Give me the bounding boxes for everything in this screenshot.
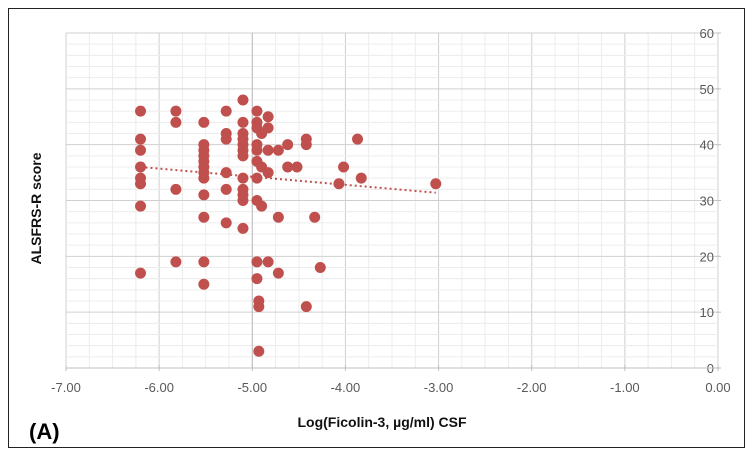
panel-label: (A) xyxy=(29,419,60,444)
data-point xyxy=(338,161,350,173)
y-tick-label: 40 xyxy=(700,138,714,153)
data-point xyxy=(262,111,274,123)
data-point xyxy=(253,301,265,313)
data-point xyxy=(272,211,284,223)
x-tick-label: 0.00 xyxy=(705,380,730,395)
data-point xyxy=(272,144,284,156)
scatter-chart: -7.00 -6.00 -5.00 -4.00 -3.00 -2.00 -1.00 0.00 … xyxy=(28,26,731,444)
data-point xyxy=(170,116,182,128)
data-point xyxy=(262,122,274,134)
data-point xyxy=(262,144,274,156)
data-point xyxy=(251,256,263,268)
data-point xyxy=(300,139,312,151)
x-tick-label: -1.00 xyxy=(610,380,640,395)
data-point xyxy=(314,262,326,273)
data-point xyxy=(170,256,182,268)
x-tick-label: -5.00 xyxy=(237,380,267,395)
y-tick-label: 50 xyxy=(700,82,714,97)
data-point xyxy=(170,105,182,117)
data-point xyxy=(355,172,367,184)
data-point xyxy=(135,105,147,117)
data-point xyxy=(256,200,268,212)
y-tick-label: 30 xyxy=(700,194,714,209)
data-point xyxy=(237,150,249,162)
data-point xyxy=(198,189,210,201)
data-point xyxy=(237,94,249,106)
data-point xyxy=(135,144,147,156)
x-axis-title: Log(Ficolin-3, µg/ml) CSF xyxy=(297,414,467,430)
data-point xyxy=(237,172,249,184)
data-point xyxy=(135,161,147,173)
grid xyxy=(65,32,719,369)
data-point xyxy=(251,273,263,285)
data-point xyxy=(237,195,249,206)
y-tick-label: 20 xyxy=(700,249,714,264)
data-point xyxy=(282,161,294,173)
data-point xyxy=(272,267,284,279)
data-point xyxy=(262,256,274,268)
x-tick-label: -7.00 xyxy=(51,380,81,395)
chart-frame: -7.00 -6.00 -5.00 -4.00 -3.00 -2.00 -1.00 0.00 … xyxy=(8,8,745,448)
data-point xyxy=(198,116,210,128)
x-tick-label: -4.00 xyxy=(331,380,361,395)
data-point xyxy=(135,178,147,190)
data-point xyxy=(220,217,232,229)
trendline xyxy=(140,166,436,194)
x-axis-ticks: -7.00 -6.00 -5.00 -4.00 -3.00 -2.00 -1.00 0.00 xyxy=(51,365,731,395)
y-tick-label: 60 xyxy=(700,26,714,41)
data-point xyxy=(220,133,232,145)
data-point xyxy=(309,211,321,223)
data-point xyxy=(198,211,210,223)
data-point xyxy=(198,256,210,268)
data-point xyxy=(135,200,147,212)
x-tick-label: -3.00 xyxy=(424,380,454,395)
data-point xyxy=(198,172,210,184)
data-point xyxy=(237,222,249,234)
data-points xyxy=(135,94,442,357)
data-point xyxy=(352,133,364,145)
data-point xyxy=(220,167,232,179)
data-point xyxy=(237,116,249,128)
data-point xyxy=(430,178,442,190)
data-point xyxy=(251,144,263,156)
y-axis-title: ALSFRS-R score xyxy=(28,152,44,264)
data-point xyxy=(135,133,147,145)
x-tick-label: -6.00 xyxy=(144,380,174,395)
data-point xyxy=(198,278,210,290)
data-point xyxy=(282,139,294,151)
data-point xyxy=(251,105,263,117)
data-point xyxy=(220,183,232,195)
data-point xyxy=(253,345,265,357)
data-point xyxy=(333,178,345,190)
data-point xyxy=(251,172,263,184)
data-point xyxy=(291,161,303,173)
data-point xyxy=(135,267,147,279)
data-point xyxy=(300,301,312,313)
data-point xyxy=(170,183,182,195)
y-tick-label: 10 xyxy=(700,305,714,320)
data-point xyxy=(220,105,232,117)
x-tick-label: -2.00 xyxy=(517,380,547,395)
data-point xyxy=(262,167,274,179)
